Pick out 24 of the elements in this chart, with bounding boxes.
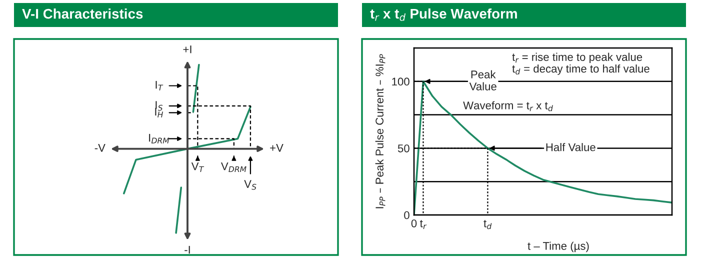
y-axis-title: I$_{PP}$ – Peak Pulse Current – %I$_{PP}$ <box>375 54 386 208</box>
x-tick-label: 0 <box>411 219 417 228</box>
text: V$_{S}$ <box>244 180 256 190</box>
y-tick-label: 50 <box>398 144 410 152</box>
y-tick-label: 100 <box>392 78 410 86</box>
annotation: Half Value <box>546 143 596 152</box>
y-tick-label: 0 <box>404 211 410 220</box>
text: -I <box>184 246 190 254</box>
text: +I <box>183 46 192 54</box>
annotation: t$_{r}$ = rise time to peak value <box>512 52 642 64</box>
text: -V <box>94 144 106 152</box>
annotation: Peak Value <box>469 70 496 90</box>
x-tick-label: t$_{d}$ <box>484 220 492 230</box>
text: V$_{T}$ <box>191 162 204 172</box>
x-axis-title: t – Time (µs) <box>528 242 589 252</box>
text: V$_{DRM}$ <box>220 162 246 172</box>
text: V-I Characteristics <box>22 8 143 19</box>
text: I$_{T}$ <box>156 80 164 90</box>
text: I$_{DRM}$ <box>149 134 170 144</box>
annotation: Waveform = t$_{r}$ x t$_{d}$ <box>463 101 553 112</box>
chart-title: t$_{r}$ x t$_{d}$ Pulse Waveform <box>370 8 517 21</box>
annotation: t$_{d}$ = decay time to half value <box>512 64 650 75</box>
x-tick-label: t$_{r}$ <box>420 220 427 230</box>
text: +V <box>270 144 284 152</box>
